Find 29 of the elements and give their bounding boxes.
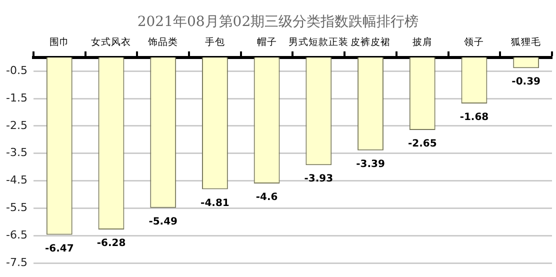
y-tick-label: -6.5 — [6, 228, 28, 242]
x-tick-label: 手包 — [204, 36, 225, 48]
y-tick-label: -1.5 — [6, 91, 28, 104]
x-tick-label: 围巾 — [49, 36, 70, 48]
y-tick-label: -7.5 — [6, 256, 28, 269]
data-label: -4.81 — [200, 198, 230, 209]
y-tick-label: -2.5 — [6, 118, 28, 132]
chart-title: 2021年08月第02期三级分类指数跌幅排行榜 — [136, 13, 420, 32]
data-label: -6.28 — [96, 238, 126, 250]
data-label: -3.93 — [304, 174, 334, 185]
data-label: -5.49 — [148, 216, 178, 228]
x-tick-label: 皮裤皮裙 — [350, 36, 391, 48]
x-tick-label: 领子 — [464, 36, 484, 48]
x-tick-label: 帽子 — [256, 36, 277, 48]
data-label: -6.47 — [44, 243, 74, 254]
y-tick-label: -0.5 — [6, 64, 28, 77]
x-tick-label: 男式短款正装 — [288, 36, 349, 48]
y-tick-label: -5.5 — [6, 201, 28, 214]
data-label: -0.39 — [512, 76, 541, 88]
data-label: -1.68 — [460, 112, 489, 124]
y-tick-label: -4.5 — [6, 174, 28, 187]
y-tick-label: -3.5 — [6, 146, 28, 160]
x-tick-label: 女式风衣 — [91, 36, 132, 48]
x-tick-label: 饰品类 — [147, 36, 178, 48]
data-label: -2.65 — [408, 138, 437, 150]
x-tick-label: 狐狸毛 — [511, 36, 542, 48]
data-label: -4.6 — [256, 192, 278, 204]
data-label: -3.39 — [356, 158, 385, 170]
x-tick-label: 披肩 — [412, 36, 432, 48]
